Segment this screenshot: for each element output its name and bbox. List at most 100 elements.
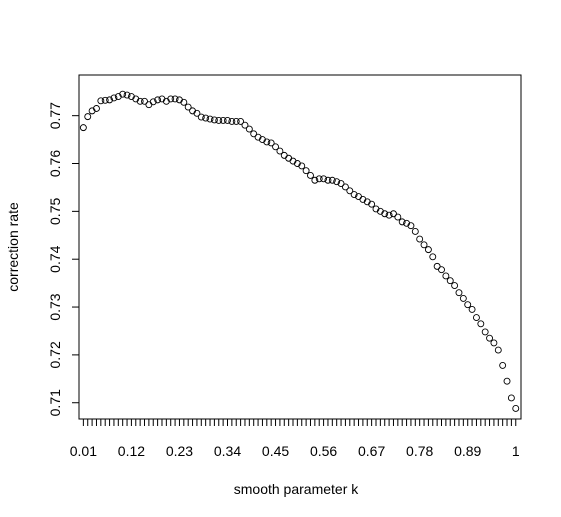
data-point: [390, 210, 397, 218]
data-point: [311, 176, 319, 184]
data-point: [411, 228, 419, 235]
plot-frame: [78, 74, 522, 420]
data-point: [507, 394, 515, 402]
data-point: [481, 328, 489, 336]
data-point: [446, 277, 454, 285]
data-point: [136, 97, 144, 105]
data-point: [333, 178, 341, 186]
data-point: [455, 289, 463, 297]
data-point: [154, 96, 162, 104]
x-axis: 0.01 0.12 0.23 0.34 0.45 0.56 0.67 0.78 0.89 1: [70, 418, 520, 459]
data-point: [337, 180, 345, 188]
data-point: [381, 210, 389, 218]
data-point: [341, 183, 349, 191]
data-point: [490, 339, 498, 347]
data-point: [368, 200, 376, 208]
data-point: [232, 117, 240, 125]
data-point: [459, 294, 467, 302]
data-point: [237, 117, 245, 125]
x-tick-label: 0.23: [166, 443, 193, 459]
x-tick-label: 0.78: [406, 443, 433, 459]
data-point: [206, 115, 214, 123]
data-point: [503, 377, 511, 385]
data-point: [464, 301, 472, 309]
data-point: [245, 125, 253, 133]
data-point: [429, 253, 437, 261]
data-point: [276, 147, 284, 155]
data-point: [228, 117, 236, 125]
y-tick-label: 0.74: [47, 245, 63, 272]
data-point: [394, 213, 402, 221]
data-point: [424, 246, 432, 254]
data-point: [346, 187, 354, 195]
data-point: [442, 272, 450, 280]
data-point: [416, 235, 424, 243]
x-tick-label: 0.01: [70, 443, 97, 459]
data-point: [468, 305, 476, 313]
y-tick-label: 0.72: [47, 341, 63, 368]
data-point: [84, 113, 92, 121]
data-point: [119, 90, 127, 98]
data-point: [267, 139, 275, 147]
data-point: [224, 117, 231, 124]
data-point: [193, 109, 201, 117]
data-point: [285, 154, 293, 162]
data-point: [451, 282, 459, 289]
y-tick-label: 0.71: [47, 389, 63, 416]
data-point: [280, 151, 288, 159]
x-tick-label: 0.34: [214, 443, 241, 459]
data-point: [302, 167, 310, 175]
data-point: [350, 191, 358, 199]
data-point: [79, 124, 87, 132]
data-point: [101, 96, 109, 104]
data-point: [184, 103, 192, 111]
data-point: [315, 175, 323, 183]
data-point: [106, 96, 114, 104]
data-point: [499, 361, 507, 369]
data-point: [180, 98, 188, 106]
data-point: [167, 95, 175, 103]
data-point: [263, 138, 271, 146]
data-point: [123, 91, 131, 99]
data-point: [324, 176, 332, 184]
data-point: [477, 320, 485, 328]
data-point: [250, 130, 258, 138]
data-point: [93, 105, 100, 112]
data-point: [512, 405, 520, 412]
x-tick-label: 0.67: [358, 443, 385, 459]
data-point: [420, 241, 428, 249]
data-point: [433, 262, 441, 270]
data-point: [298, 162, 306, 170]
data-point: [110, 94, 118, 102]
data-point: [197, 113, 205, 121]
data-point: [407, 222, 415, 230]
data-point: [149, 98, 157, 106]
data-point: [398, 218, 406, 226]
data-point: [210, 116, 218, 124]
x-axis-title: smooth parameter k: [234, 481, 359, 497]
x-tick-label: 1: [512, 443, 520, 459]
x-tick-label: 0.56: [310, 443, 337, 459]
data-point: [97, 97, 105, 105]
x-tick-label: 0.12: [118, 443, 145, 459]
data-point: [219, 117, 227, 124]
data-point: [307, 172, 314, 179]
data-point: [272, 143, 279, 151]
y-axis: 0.71 0.72 0.73 0.74 0.75 0.76 0.77: [47, 102, 80, 416]
data-point: [473, 314, 480, 322]
data-point: [486, 334, 494, 342]
y-tick-label: 0.73: [47, 293, 63, 320]
data-points: [79, 90, 520, 412]
y-axis-title: correction rate: [5, 202, 21, 292]
data-point: [202, 114, 210, 122]
x-tick-label: 0.45: [262, 443, 289, 459]
x-tick-label: 0.89: [454, 443, 481, 459]
data-point: [145, 101, 153, 109]
data-point: [320, 175, 328, 183]
data-point: [438, 266, 445, 274]
data-point: [328, 176, 336, 184]
data-point: [171, 95, 179, 103]
y-tick-label: 0.77: [47, 102, 63, 129]
data-point: [241, 121, 249, 129]
